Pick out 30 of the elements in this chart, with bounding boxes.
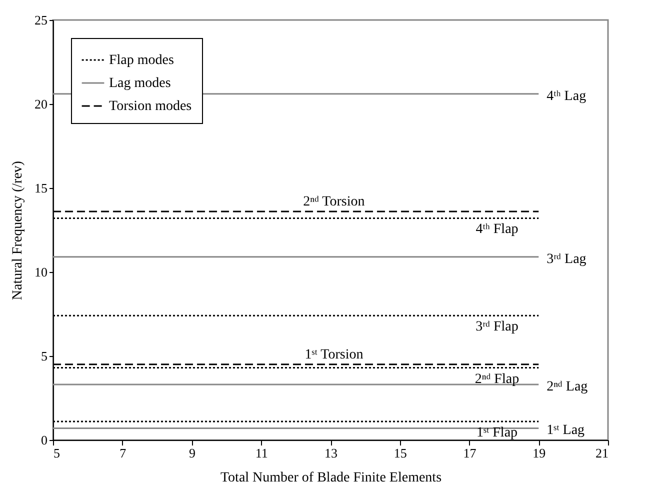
annotation: 2ⁿᵈ Torsion [303, 194, 365, 210]
annotation: 1ˢᵗ Torsion [304, 347, 364, 362]
x-tick-label: 19 [532, 446, 546, 460]
annotation: 3ʳᵈ Lag [546, 252, 586, 267]
y-tick-label: 15 [34, 180, 48, 196]
legend-label: Flap modes [109, 53, 174, 68]
y-tick-label: 0 [41, 432, 48, 448]
annotation: 2ⁿᵈ Lag [546, 380, 588, 395]
x-tick-label: 13 [324, 446, 338, 460]
x-tick-label: 5 [54, 446, 60, 460]
y-tick-label: 25 [34, 12, 48, 28]
annotation: 4ᵗʰ Lag [546, 88, 586, 104]
y-tick-label: 5 [41, 348, 48, 364]
annotation: 3ʳᵈ Flap [476, 320, 518, 335]
y-axis-title: Natural Frequency (/rev) [10, 160, 26, 300]
x-tick-label: 9 [189, 446, 196, 460]
legend-label: Lag modes [109, 76, 171, 91]
x-axis-title: Total Number of Blade Finite Elements [220, 470, 442, 486]
annotation: 1ˢᵗ Lag [546, 423, 585, 438]
x-tick-label: 15 [394, 446, 407, 460]
annotation: 4ᵗʰ Flap [476, 222, 518, 238]
legend-label: Torsion modes [109, 99, 192, 114]
annotation: 2ⁿᵈ Flap [474, 372, 520, 387]
x-tick-label: 17 [463, 446, 477, 460]
x-tick-label: 11 [255, 446, 268, 460]
x-tick-label: 21 [596, 446, 608, 460]
annotation: 1ˢᵗ Flap [476, 426, 518, 441]
y-tick-label: 10 [34, 264, 48, 280]
y-tick-label: 20 [34, 96, 48, 112]
x-tick-label: 7 [120, 446, 127, 460]
